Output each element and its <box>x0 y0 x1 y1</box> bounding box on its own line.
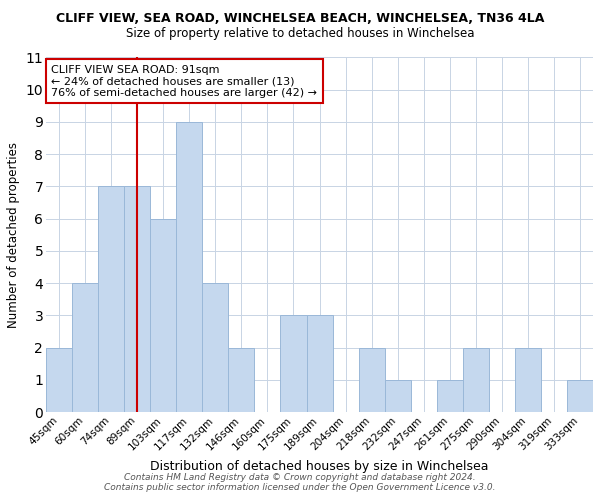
Bar <box>515 348 541 412</box>
Bar <box>202 283 229 412</box>
Bar <box>124 186 150 412</box>
Text: Contains HM Land Registry data © Crown copyright and database right 2024.
Contai: Contains HM Land Registry data © Crown c… <box>104 473 496 492</box>
Bar <box>385 380 411 412</box>
Bar <box>280 316 307 412</box>
Bar <box>437 380 463 412</box>
Bar <box>359 348 385 412</box>
Text: CLIFF VIEW, SEA ROAD, WINCHELSEA BEACH, WINCHELSEA, TN36 4LA: CLIFF VIEW, SEA ROAD, WINCHELSEA BEACH, … <box>56 12 544 26</box>
Text: CLIFF VIEW SEA ROAD: 91sqm
← 24% of detached houses are smaller (13)
76% of semi: CLIFF VIEW SEA ROAD: 91sqm ← 24% of deta… <box>52 64 317 98</box>
Bar <box>567 380 593 412</box>
Y-axis label: Number of detached properties: Number of detached properties <box>7 142 20 328</box>
Bar <box>150 218 176 412</box>
Bar <box>98 186 124 412</box>
Bar <box>307 316 332 412</box>
X-axis label: Distribution of detached houses by size in Winchelsea: Distribution of detached houses by size … <box>150 460 489 473</box>
Bar <box>463 348 489 412</box>
Bar <box>176 122 202 412</box>
Bar <box>72 283 98 412</box>
Text: Size of property relative to detached houses in Winchelsea: Size of property relative to detached ho… <box>126 28 474 40</box>
Bar <box>46 348 72 412</box>
Bar <box>229 348 254 412</box>
